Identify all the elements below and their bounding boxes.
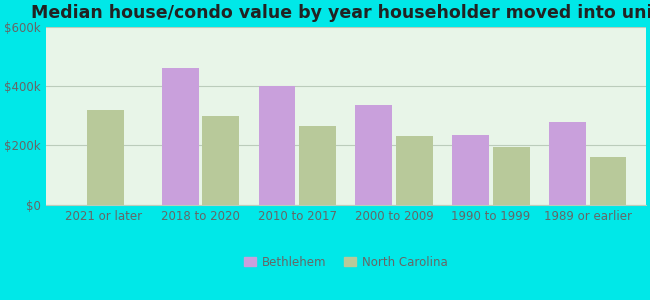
Bar [202, 116, 239, 205]
Legend: Bethlehem, North Carolina: Bethlehem, North Carolina [239, 251, 452, 274]
Bar [549, 122, 586, 205]
Bar [452, 135, 489, 205]
Bar [590, 157, 627, 205]
Bar [87, 110, 124, 205]
Bar [299, 126, 336, 205]
Title: Median house/condo value by year householder moved into unit: Median house/condo value by year househo… [31, 4, 650, 22]
Bar [356, 105, 392, 205]
Bar [259, 86, 295, 205]
Bar [396, 136, 433, 205]
Bar [162, 68, 199, 205]
Bar [493, 147, 530, 205]
